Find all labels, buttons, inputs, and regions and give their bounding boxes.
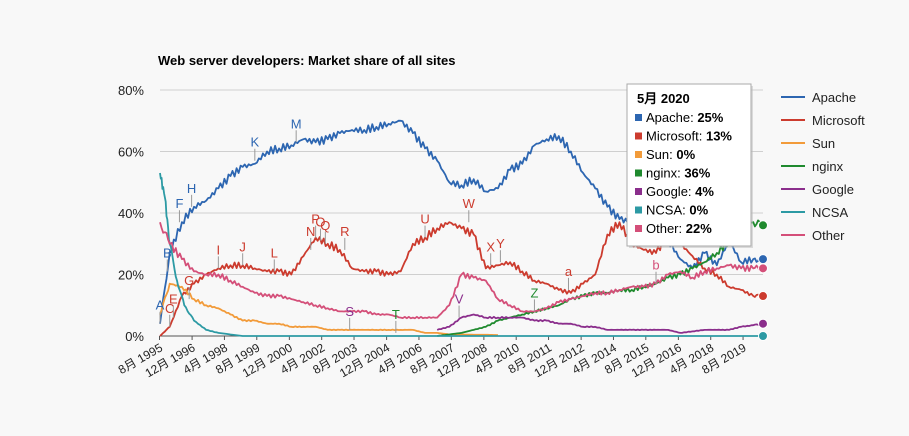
event-marker-label: Y — [496, 236, 505, 251]
tooltip-row-sun: Sun: 0% — [646, 147, 696, 162]
series-line-other — [159, 221, 764, 320]
legend-label-nginx: nginx — [812, 159, 844, 174]
legend-label-google: Google — [812, 182, 854, 197]
event-marker-label: X — [486, 239, 495, 254]
series-line-sun — [159, 282, 499, 336]
tooltip-swatch-other — [635, 225, 642, 232]
tooltip-row-value: 25% — [697, 110, 723, 125]
tooltip-row-label: Apache: — [646, 110, 697, 125]
event-marker-label: J — [239, 239, 246, 254]
y-tick-label: 20% — [118, 268, 144, 283]
event-marker-label: V — [455, 292, 464, 307]
y-tick-label: 60% — [118, 145, 144, 160]
tooltip-swatch-ncsa — [635, 206, 642, 214]
event-marker-label: P — [311, 212, 320, 227]
event-marker-label: T — [392, 307, 400, 322]
tooltip-swatch-apache — [635, 114, 642, 121]
event-marker-label: O — [315, 215, 325, 230]
endpoint-dot-ncsa — [758, 331, 768, 341]
endpoint-dot-google — [758, 318, 768, 329]
endpoint-dot-apache — [758, 254, 768, 265]
event-marker-label: I — [217, 242, 221, 257]
event-marker-label: F — [175, 196, 183, 211]
event-marker-label: E — [169, 292, 178, 307]
tooltip-row-ncsa: NCSA: 0% — [646, 203, 709, 218]
event-marker-label: H — [187, 181, 196, 196]
tooltip-box — [626, 83, 752, 247]
tooltip-row-value: 0% — [676, 147, 695, 162]
series-line-google — [436, 313, 764, 334]
event-marker-label: R — [340, 224, 349, 239]
tooltip-row-label: nginx: — [646, 166, 684, 181]
event-marker-label: L — [271, 245, 278, 260]
series-line-nginx — [437, 219, 764, 337]
endpoint-dot-other — [758, 263, 768, 274]
tooltip-row-value: 22% — [686, 221, 712, 236]
tooltip-row-label: Sun: — [646, 147, 676, 162]
endpoint-dot-nginx — [758, 220, 768, 231]
event-marker-label: N — [306, 224, 315, 239]
event-marker-label: M — [291, 116, 302, 131]
chart-title: Web server developers: Market share of a… — [158, 53, 455, 68]
legend-label-other: Other — [812, 228, 845, 243]
event-marker-label: C — [165, 301, 174, 316]
tooltip-row-microsoft: Microsoft: 13% — [646, 129, 732, 144]
y-tick-label: 80% — [118, 83, 144, 98]
tooltip-swatch-microsoft — [635, 132, 642, 140]
tooltip: 5月 2020 Apache: 25% Microsoft: 13% Sun: 0% n… — [626, 83, 753, 248]
tooltip-row-value: 4% — [695, 184, 714, 199]
event-marker-label: B — [163, 245, 172, 260]
event-marker-label: b — [652, 258, 659, 273]
y-axis: 0% 20% 40% 60% 80% — [118, 83, 144, 344]
event-marker-label: A — [156, 298, 165, 313]
event-markers: A B CE F G H I J K L M NOP Q R S T U V W X Y Za b — [156, 116, 660, 333]
legend-label-microsoft: Microsoft — [812, 113, 865, 128]
tooltip-row-google: Google: 4% — [646, 184, 714, 199]
y-tick-label: 0% — [125, 329, 144, 344]
endpoint-markers — [758, 220, 768, 341]
y-tick-label: 40% — [118, 206, 144, 221]
event-marker-label: Z — [530, 285, 538, 300]
event-marker-label: K — [250, 135, 259, 150]
tooltip-row-value: 13% — [706, 129, 732, 144]
legend: Apache Microsoft Sun nginx Google NCSA Other — [781, 90, 865, 243]
event-marker-label: G — [184, 273, 194, 288]
legend-label-sun: Sun — [812, 136, 835, 151]
series-line-ncsa — [159, 172, 763, 337]
tooltip-row-value: 36% — [684, 166, 710, 181]
legend-label-apache: Apache — [812, 90, 856, 105]
tooltip-row-nginx: nginx: 36% — [646, 166, 711, 181]
legend-label-ncsa: NCSA — [812, 205, 848, 220]
tooltip-swatch-sun — [635, 151, 642, 158]
event-marker-label: W — [463, 196, 476, 211]
endpoint-dot-microsoft — [758, 291, 768, 302]
event-marker-label: a — [565, 264, 573, 279]
tooltip-swatch-nginx — [635, 169, 642, 177]
tooltip-row-label: Other: — [646, 221, 686, 236]
tooltip-row-other: Other: 22% — [646, 221, 712, 236]
event-marker-label: U — [420, 212, 429, 227]
tooltip-row-apache: Apache: 25% — [646, 110, 724, 125]
tooltip-row-label: NCSA: — [646, 203, 689, 218]
tooltip-row-value: 0% — [689, 203, 708, 218]
event-marker-label: S — [345, 304, 354, 319]
tooltip-swatch-google — [635, 188, 642, 195]
event-marker-label: Q — [320, 218, 330, 233]
tooltip-row-label: Google: — [646, 184, 695, 199]
tooltip-row-label: Microsoft: — [646, 129, 706, 144]
tooltip-title: 5月 2020 — [637, 91, 690, 106]
